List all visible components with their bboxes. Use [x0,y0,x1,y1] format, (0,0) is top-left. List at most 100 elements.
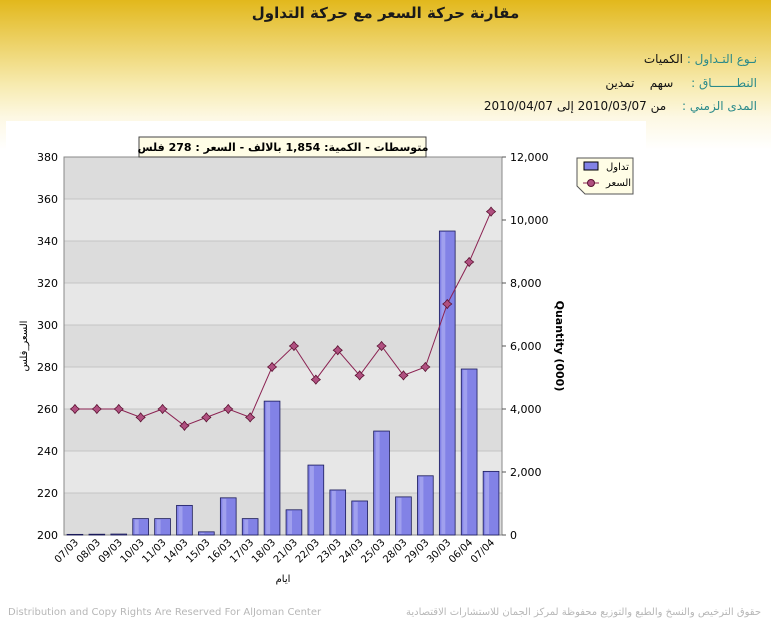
bar-highlight [463,369,468,534]
x-tick-label: 07/04 [469,537,497,565]
x-tick-label: 21/03 [272,537,300,565]
bar-highlight [222,498,227,534]
trade-type-value: الكميات [643,52,683,66]
x-tick-label: 30/03 [425,537,453,565]
period-value: من 2010/03/07 إلى 2010/04/07 [483,99,667,113]
left-tick-label: 360 [37,193,58,206]
price-point-06/04 [464,256,475,268]
price-point-22/03 [310,374,321,385]
bar-highlight [266,402,271,534]
x-tick-label: 25/03 [360,537,388,565]
right-tick-label: 2,000 [510,466,542,479]
bar-highlight [134,519,139,534]
bar-highlight [200,532,205,534]
price-point-16/03 [223,403,234,415]
x-tick-label: 16/03 [206,537,234,565]
right-tick-label: 8,000 [510,277,542,290]
left-tick-label: 300 [37,319,58,332]
x-tick-label: 10/03 [119,537,147,565]
trade-type-row: نـوع التـداول : الكميات [644,52,757,66]
price-series-line [74,211,492,427]
bar-08/03 [88,533,106,536]
right-tick-label: 6,000 [510,340,542,353]
price-point-08/03 [91,403,102,415]
sector-value: سهم تمدين [605,76,674,90]
price-point-07/03 [69,403,81,415]
price-point-17/03 [245,412,256,423]
bar-highlight [441,232,446,534]
x-tick-label: 22/03 [294,537,322,565]
summary-text: متوسطات - الكمية: 1,854 بالالف - السعر :… [138,141,429,154]
price-point-15/03 [201,412,212,423]
period-row: المدى الزمني : من 2010/03/07 إلى 2010/04… [484,99,757,113]
price-point-23/03 [332,345,343,356]
bar-highlight [244,519,249,534]
price-point-28/03 [398,370,409,381]
legend-line-marker [587,179,595,187]
x-tick-label: 11/03 [141,537,169,565]
price-point-18/03 [266,361,278,373]
y-axis-right-label: Quantity (000) [553,301,566,392]
quantity-bars [66,230,500,536]
x-tick-label: 09/03 [97,537,125,565]
bar-09/03 [110,533,128,536]
sector-label: النطـــــــاق : [691,76,757,90]
left-tick-label: 220 [37,487,58,500]
x-tick-label: 08/03 [75,537,103,565]
price-point-14/03 [179,420,190,431]
x-axis-label: ايام [276,574,291,585]
right-tick-label: 0 [510,529,517,542]
footer-copyright-en: Distribution and Copy Rights Are Reserve… [8,607,322,618]
legend: تداول السعر [576,157,634,195]
price-point-07/04 [485,206,497,217]
legend-line-label: السعر [605,178,631,189]
x-tick-label: 29/03 [403,537,431,565]
grid-band [64,451,502,493]
sector-row: النطـــــــاق : سهم تمدين [605,76,757,90]
right-tick-label: 10,000 [510,214,549,227]
right-tick-label: 12,000 [510,151,549,164]
price-point-25/03 [376,340,387,352]
grid-band [64,283,502,325]
price-point-09/03 [113,403,124,415]
x-tick-label: 24/03 [338,537,366,565]
price-point-11/03 [157,403,168,415]
bar-07/03 [66,533,84,536]
x-tick-label: 14/03 [162,537,190,565]
left-tick-label: 340 [37,235,58,248]
legend-bar-label: تداول [606,162,629,173]
x-tick-label: 06/04 [447,537,475,565]
left-tick-label: 280 [37,361,58,374]
price-point-30/03 [442,298,453,310]
bar-highlight [419,476,424,534]
bar-highlight [331,490,336,534]
summary-box: متوسطات - الكمية: 1,854 بالالف - السعر :… [138,136,429,158]
left-tick-label: 260 [37,403,58,416]
x-tick-label: 15/03 [184,537,212,565]
x-tick-label: 18/03 [250,537,278,565]
bar-highlight [156,519,161,534]
bar-15/03 [198,531,215,536]
x-tick-label: 28/03 [381,537,409,565]
bar-highlight [485,472,490,534]
bar-highlight [375,432,380,534]
left-axis-ticks: 200 220 240 260 280 300 320 340 360 380 [37,151,58,542]
x-tick-label: 23/03 [316,537,344,565]
y-axis-left-label: السعر_فلس [19,321,30,372]
x-tick-label: 17/03 [228,537,256,565]
gridlines [63,156,503,536]
right-axis-ticks: 0 2,000 4,000 6,000 8,000 10,000 12,000 [502,151,549,542]
page-title: مقارنة حركة السعر مع حركة التداول [251,4,520,22]
trade-type-label: نـوع التـداول : [686,52,757,66]
price-point-21/03 [288,340,300,352]
bar-highlight [309,466,314,534]
bar-highlight [288,510,293,534]
right-tick-label: 4,000 [510,403,542,416]
left-tick-label: 200 [37,529,58,542]
grid-band [64,199,502,241]
price-point-24/03 [354,370,365,381]
x-axis-ticks: 07/0308/0309/0310/0311/0314/0315/0316/03… [53,537,497,565]
price-point-29/03 [420,361,431,373]
price-point-10/03 [135,412,146,423]
